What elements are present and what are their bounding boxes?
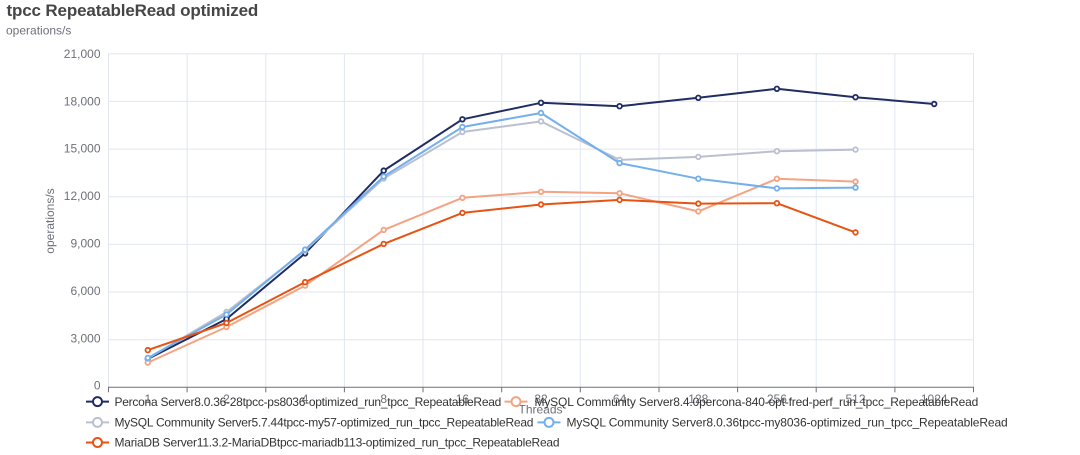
svg-text:16: 16	[456, 392, 470, 406]
svg-text:32: 32	[534, 392, 548, 406]
svg-text:6,000: 6,000	[70, 284, 100, 298]
svg-text:1: 1	[144, 392, 151, 406]
svg-text:operations/s: operations/s	[43, 188, 57, 253]
svg-text:128: 128	[688, 392, 708, 406]
svg-text:12,000: 12,000	[64, 189, 101, 203]
svg-text:MySQL Community Server8.4.0per: MySQL Community Server8.4.0percona-840-o…	[535, 395, 979, 409]
svg-text:3,000: 3,000	[70, 331, 100, 345]
svg-text:64: 64	[613, 392, 627, 406]
svg-text:operations/s: operations/s	[6, 24, 71, 38]
svg-text:MySQL Community Server8.0.36tp: MySQL Community Server8.0.36tpcc-my8036-…	[567, 416, 1008, 430]
svg-text:2: 2	[223, 392, 230, 406]
svg-text:256: 256	[767, 392, 787, 406]
svg-text:21,000: 21,000	[64, 47, 101, 61]
svg-text:MySQL Community Server5.7.44tp: MySQL Community Server5.7.44tpcc-my57-op…	[115, 416, 534, 430]
svg-text:9,000: 9,000	[70, 237, 100, 251]
svg-text:15,000: 15,000	[64, 142, 101, 156]
svg-text:Percona Server8.0.36-28tpcc-ps: Percona Server8.0.36-28tpcc-ps8036-optim…	[115, 395, 502, 409]
svg-text:18,000: 18,000	[64, 94, 101, 108]
svg-text:4: 4	[302, 392, 309, 406]
svg-text:512: 512	[845, 392, 865, 406]
svg-text:0: 0	[94, 379, 101, 393]
svg-text:tpcc RepeatableRead optimized: tpcc RepeatableRead optimized	[7, 1, 259, 20]
svg-text:MariaDB Server11.3.2-MariaDBtp: MariaDB Server11.3.2-MariaDBtpcc-mariadb…	[115, 436, 560, 450]
svg-text:8: 8	[380, 392, 387, 406]
svg-text:1024: 1024	[921, 392, 948, 406]
svg-text:Threads: Threads	[518, 402, 562, 416]
